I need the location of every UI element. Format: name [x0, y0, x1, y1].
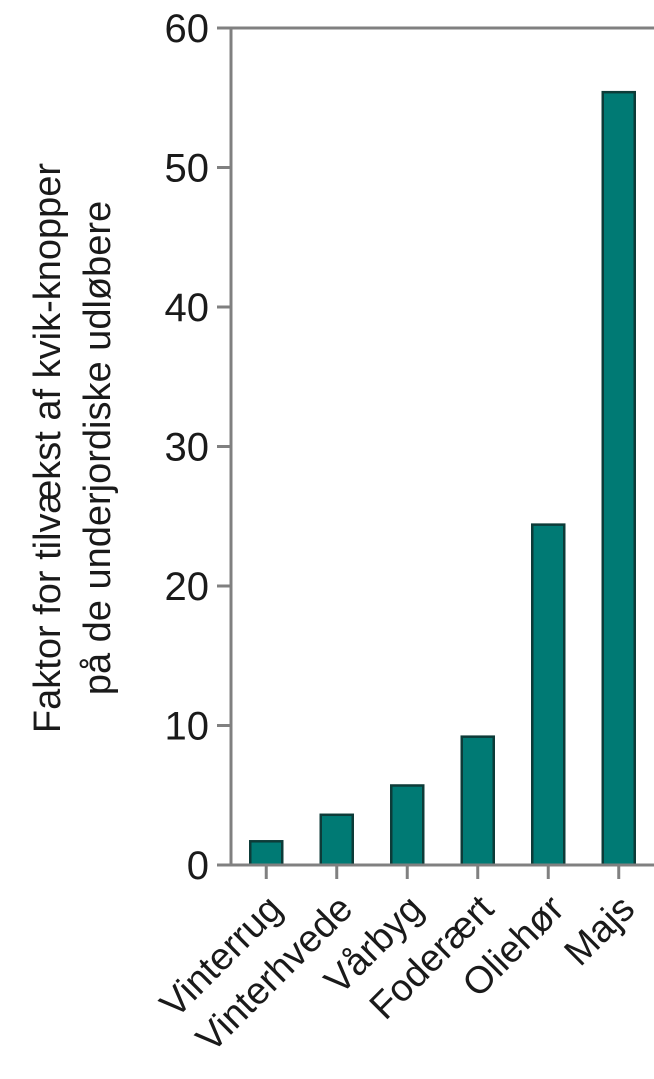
- bar: [531, 523, 566, 867]
- axes: [229, 26, 654, 867]
- bar: [460, 735, 495, 867]
- y-tick-label: 40: [165, 286, 210, 330]
- x-tick-label: Majs: [557, 888, 643, 974]
- y-axis-ticks: 0 10 20 30 40 50 60: [165, 7, 231, 888]
- y-tick-label: 60: [165, 7, 210, 51]
- y-tick-label: 20: [165, 565, 210, 609]
- y-tick-label: 30: [165, 426, 210, 470]
- y-tick-label: 0: [187, 844, 209, 888]
- y-axis-label-line-2: på de underjordiske udløbere: [77, 201, 119, 695]
- y-axis-label: Faktor for tilvækst af kvik-knopper på d…: [27, 163, 119, 734]
- bars: [249, 90, 636, 867]
- bar: [319, 813, 354, 867]
- bar: [601, 90, 636, 867]
- x-axis-ticks: VinterrugVinterhvedeVårbygFoderærtOliehø…: [152, 865, 643, 1060]
- y-tick-label: 50: [165, 147, 210, 191]
- bar: [249, 840, 284, 867]
- y-axis-label-line-1: Faktor for tilvækst af kvik-knopper: [27, 163, 69, 734]
- y-tick-label: 10: [165, 705, 210, 749]
- bar: [390, 784, 425, 867]
